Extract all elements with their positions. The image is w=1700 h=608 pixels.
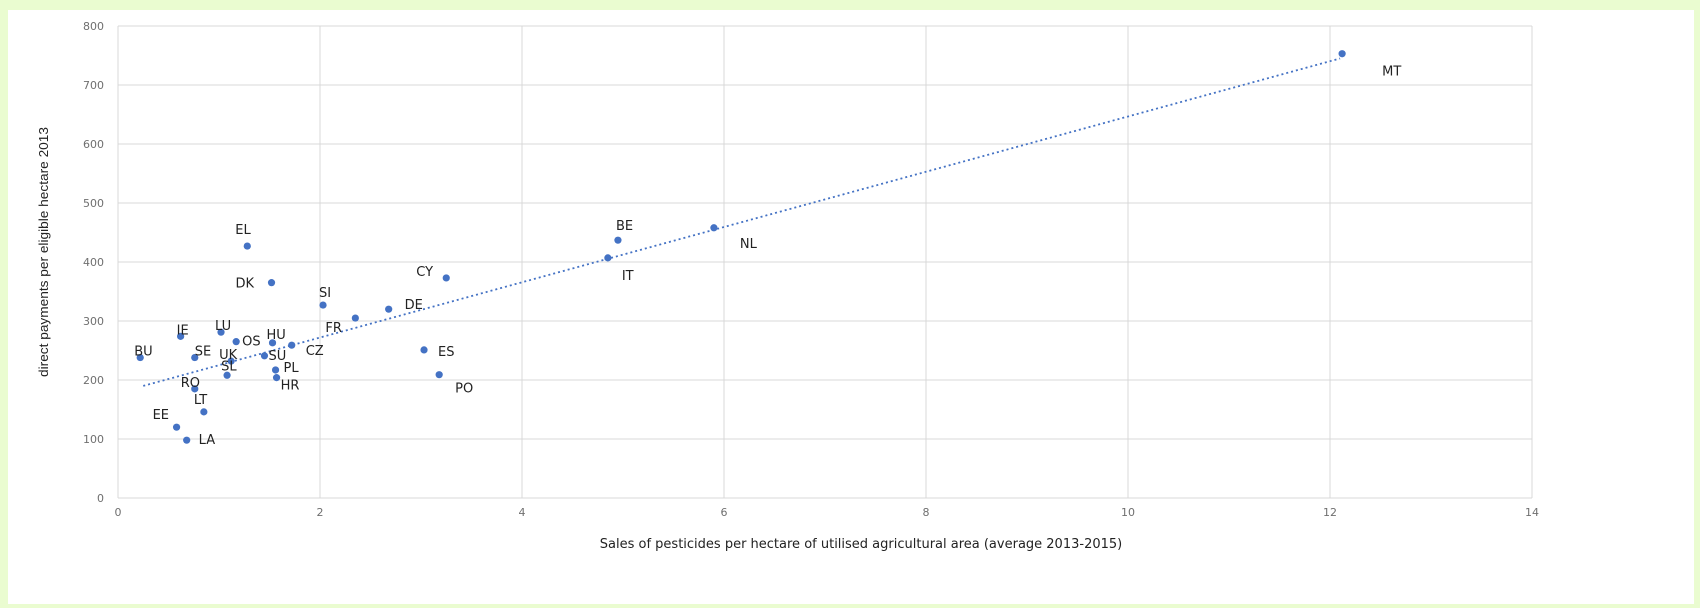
point-label-de: DE [405, 298, 423, 313]
grid-lines [117, 25, 1533, 499]
data-point-lt [200, 408, 208, 416]
point-label-lt: LT [194, 393, 207, 408]
x-tick-label: 10 [1121, 506, 1135, 519]
data-point-fr [351, 314, 359, 322]
y-tick-label: 400 [83, 256, 104, 269]
x-tick-label: 0 [115, 506, 122, 519]
point-label-si: SI [319, 286, 331, 301]
point-label-uk: UK [219, 348, 238, 363]
point-label-it: IT [622, 269, 634, 284]
point-label-cz: CZ [306, 344, 324, 359]
x-tick-label: 14 [1525, 506, 1539, 519]
point-label-os: OS [242, 335, 260, 350]
y-tick-label: 0 [97, 492, 104, 505]
data-point-os [232, 338, 240, 346]
point-label-sl: SL [221, 359, 237, 374]
x-tick-label: 8 [923, 506, 930, 519]
y-tick-label: 600 [83, 138, 104, 151]
data-point-se [191, 353, 199, 362]
x-tick-label: 6 [721, 506, 728, 519]
data-point-cy [442, 274, 450, 282]
trendline-group [143, 57, 1341, 387]
point-label-dk: DK [236, 277, 255, 292]
scatter-chart: 0 100 200 300 400 500 600 700 800 0 2 4 6 8 10 12 14 MT N… [36, 20, 1539, 552]
y-tick-label: 800 [83, 20, 104, 33]
data-point-pl [271, 366, 280, 374]
data-point-de [385, 305, 393, 313]
y-tick-label: 200 [83, 374, 104, 387]
point-label-es: ES [438, 345, 454, 360]
point-label-el: EL [235, 223, 251, 238]
trendline [143, 57, 1341, 387]
data-point-su [260, 352, 269, 360]
point-label-bu: BU [134, 345, 152, 360]
data-point-mt [1338, 50, 1346, 58]
data-point-cz [288, 341, 296, 349]
data-point-ie [177, 332, 185, 340]
point-label-po: PO [455, 382, 473, 397]
data-points [136, 50, 1346, 444]
point-label-hr: HR [281, 379, 300, 394]
point-label-cy: CY [416, 265, 433, 280]
data-point-lu [217, 328, 225, 336]
point-label-nl: NL [740, 237, 758, 252]
data-point-hr [272, 374, 281, 382]
y-tick-label: 100 [83, 433, 104, 446]
x-tick-label: 4 [519, 506, 526, 519]
data-point-si [319, 301, 327, 309]
point-label-ie: IE [177, 323, 189, 338]
data-point-ro [191, 385, 199, 393]
data-point-uk [227, 357, 235, 365]
x-axis-title: Sales of pesticides per hectare of utili… [600, 537, 1122, 552]
data-point-sl [223, 371, 231, 379]
point-label-mt: MT [1382, 65, 1401, 80]
point-label-pl: PL [284, 361, 300, 376]
y-tick-label: 300 [83, 315, 104, 328]
point-label-la: LA [199, 433, 216, 448]
point-label-fr: FR [325, 321, 342, 336]
point-label-se: SE [195, 345, 211, 360]
y-axis-title: direct payments per eligible hectare 201… [36, 127, 51, 377]
point-label-ee: EE [153, 408, 169, 423]
data-point-la [183, 436, 191, 444]
point-label-hu: HU [267, 328, 286, 343]
data-point-it [604, 254, 612, 262]
point-label-lu: LU [215, 319, 231, 334]
data-point-po [435, 371, 443, 379]
data-point-dk [267, 279, 276, 287]
data-point-el [243, 242, 251, 250]
data-point-es [420, 346, 428, 354]
x-tick-label: 12 [1323, 506, 1337, 519]
y-tick-label: 700 [83, 79, 104, 92]
data-point-hu [268, 339, 277, 347]
data-point-bu [136, 353, 144, 362]
data-point-ee [172, 423, 181, 431]
data-point-nl [710, 224, 718, 232]
point-label-ro: RO [181, 376, 200, 391]
point-label-be: BE [616, 219, 633, 234]
data-point-be [614, 236, 622, 244]
tick-labels: 0 100 200 300 400 500 600 700 800 0 2 4 6 8 10 12 14 [83, 20, 1539, 519]
x-tick-label: 2 [317, 506, 324, 519]
point-label-su: SU [268, 349, 286, 364]
y-tick-label: 500 [83, 197, 104, 210]
chart-area: 0 100 200 300 400 500 600 700 800 0 2 4 6 8 10 12 14 MT N… [8, 10, 1694, 604]
